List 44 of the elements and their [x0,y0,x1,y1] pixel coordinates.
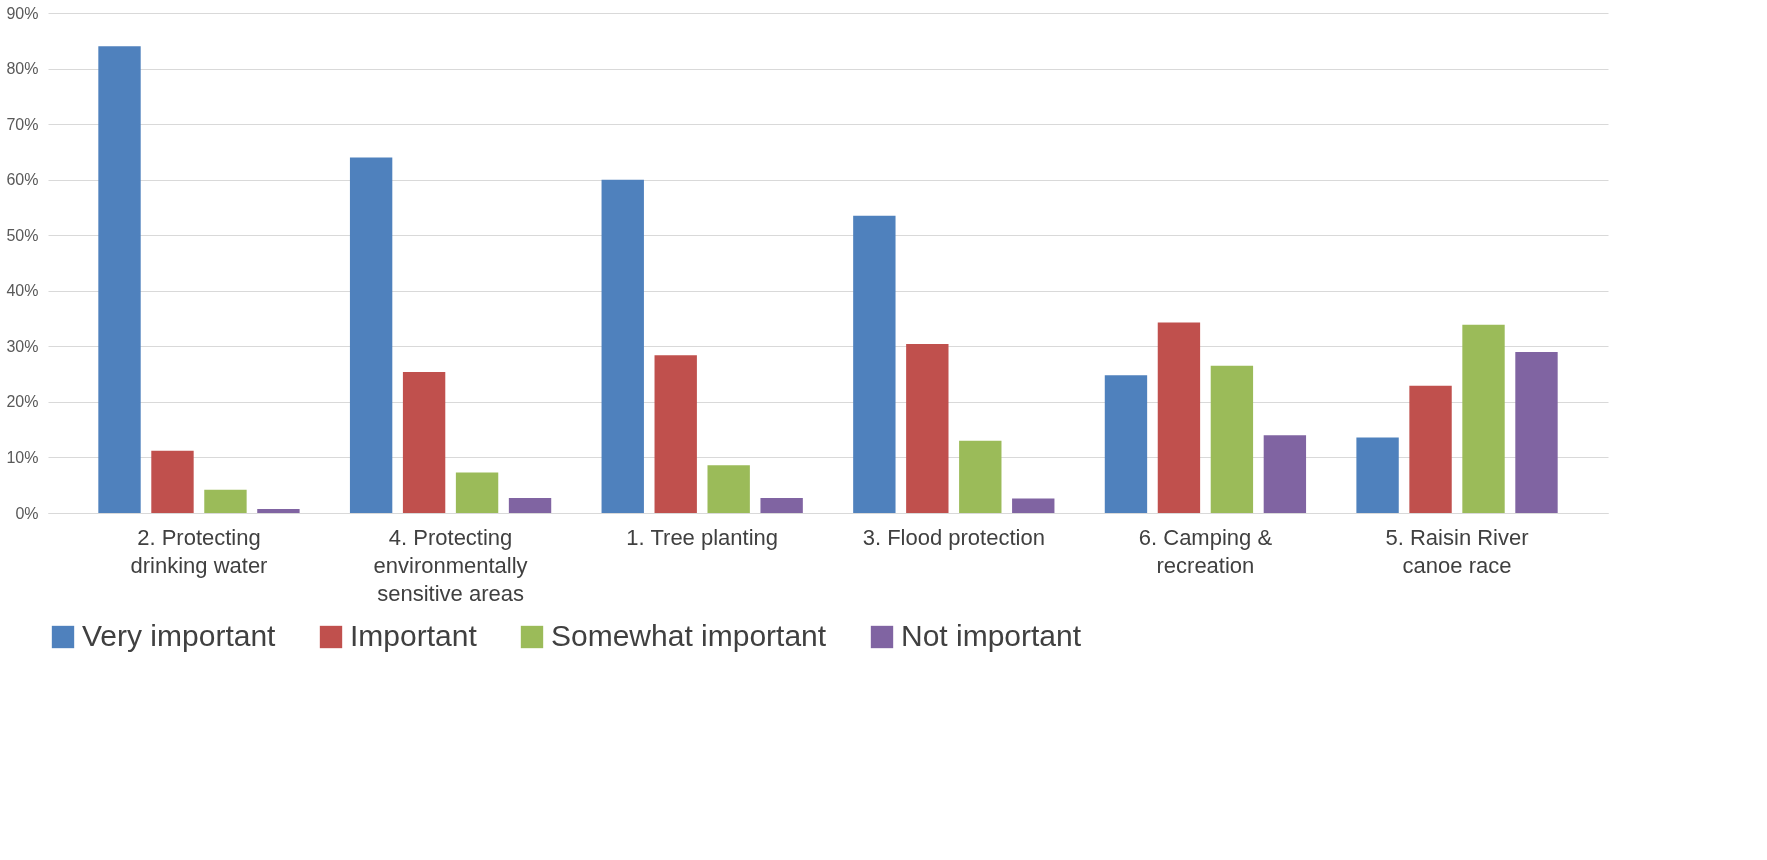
bar [151,450,194,513]
bar [707,465,750,513]
bar [98,46,141,513]
legend-label: Very important [82,619,277,652]
bar [906,344,949,513]
bar [508,498,552,513]
legend-label: Somewhat important [551,619,827,652]
y-tick-label: 50% [6,226,39,244]
legend-label: Important [350,619,478,652]
bar [1515,351,1558,513]
y-tick-label: 30% [6,337,39,355]
bar [1012,498,1055,513]
y-tick-label: 20% [6,393,39,411]
x-tick-label: 1. Tree planting [626,524,779,550]
y-tick-label: 60% [6,171,39,189]
bar [1263,435,1307,513]
y-tick-label: 70% [6,115,39,133]
bar [1157,322,1201,513]
bar [654,355,697,513]
x-tick-label: 4. Protecting environmentally sensitive areas [373,524,528,606]
x-tick-label: 2. Protecting drinking water [130,524,268,578]
bar [853,215,896,513]
bar [1356,437,1399,513]
bar [402,371,446,513]
y-tick-label: 10% [6,448,39,466]
y-tick-label: 0% [15,504,39,522]
x-tick-label: 5. Raisin River canoe race [1385,524,1529,578]
bar [1462,324,1505,513]
y-tick-label: 90% [6,4,39,22]
bar [760,498,803,513]
legend-label: Not important [901,619,1082,652]
bar [257,509,300,513]
bar [601,179,644,513]
bar [1210,365,1254,513]
x-tick-label: 6. Camping & recreation [1138,524,1273,578]
bar [349,157,393,513]
y-tick-label: 80% [6,60,39,78]
bar [204,489,247,513]
bar [455,472,499,513]
bar [1104,375,1148,513]
y-tick-label: 40% [6,282,39,300]
bar [1409,385,1452,513]
bar [959,440,1002,513]
x-tick-label: 3. Flood protection [862,524,1045,550]
